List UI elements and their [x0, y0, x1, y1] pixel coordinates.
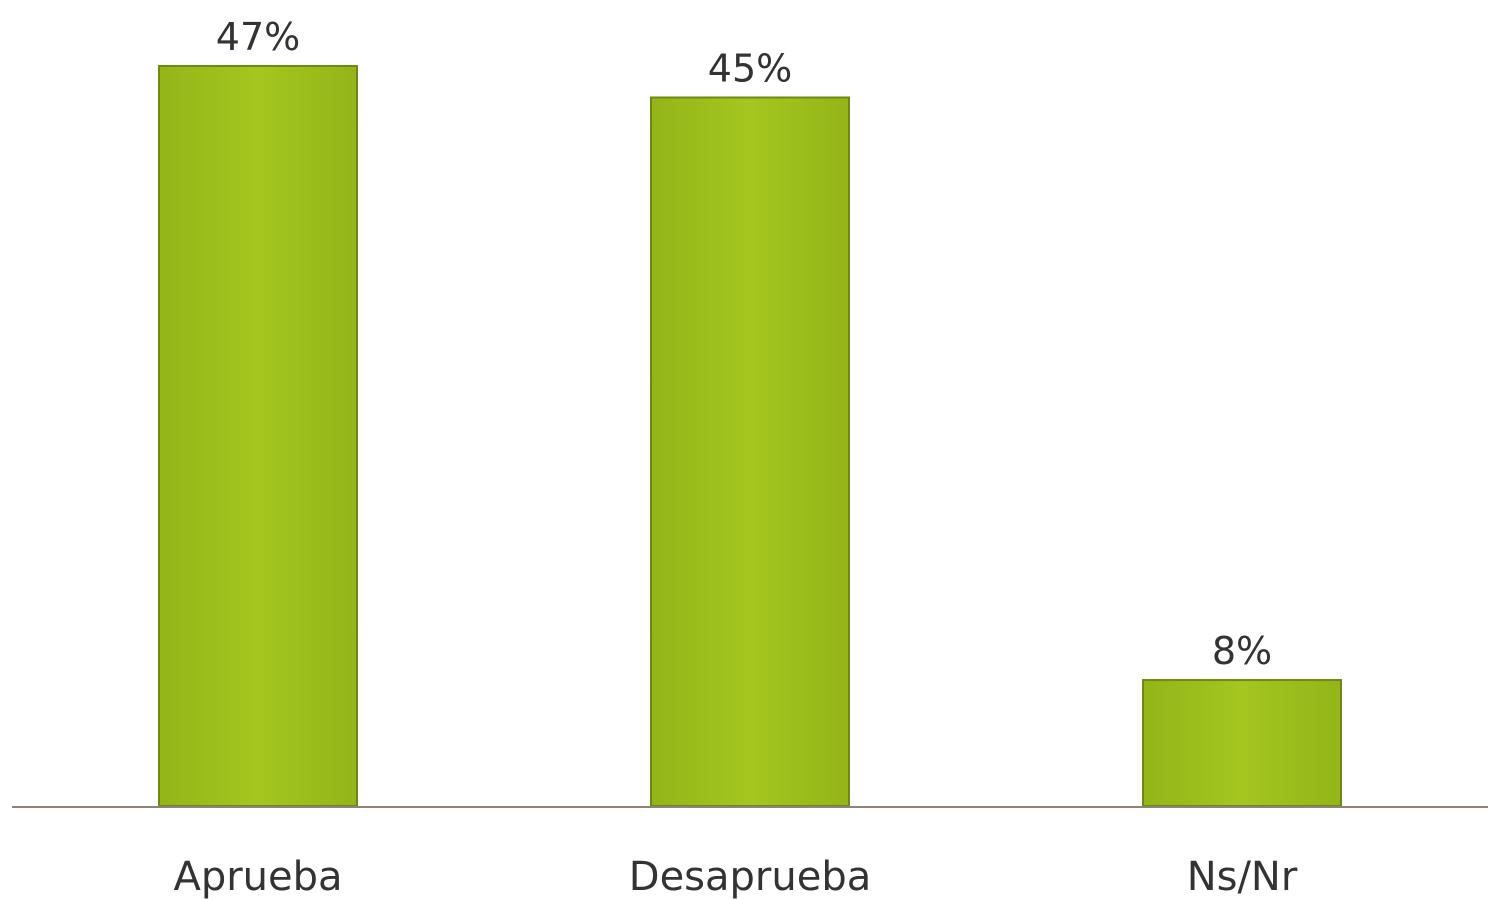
data-label-2: 45%: [708, 46, 792, 90]
x-tick-label-1: Aprueba: [173, 854, 342, 899]
bars-group: [158, 65, 1342, 807]
data-label-3: 8%: [1212, 629, 1272, 673]
data-label-1: 47%: [216, 15, 300, 59]
bar-2: [650, 96, 850, 807]
data-labels-group: 47% 45% 8%: [216, 15, 1272, 673]
x-tick-label-2: Desaprueba: [629, 854, 871, 899]
bar-3: [1142, 679, 1342, 807]
x-tick-label-3: Ns/Nr: [1187, 854, 1298, 899]
x-tick-labels-group: Aprueba Desaprueba Ns/Nr: [173, 854, 1297, 899]
bar-1: [158, 65, 358, 807]
